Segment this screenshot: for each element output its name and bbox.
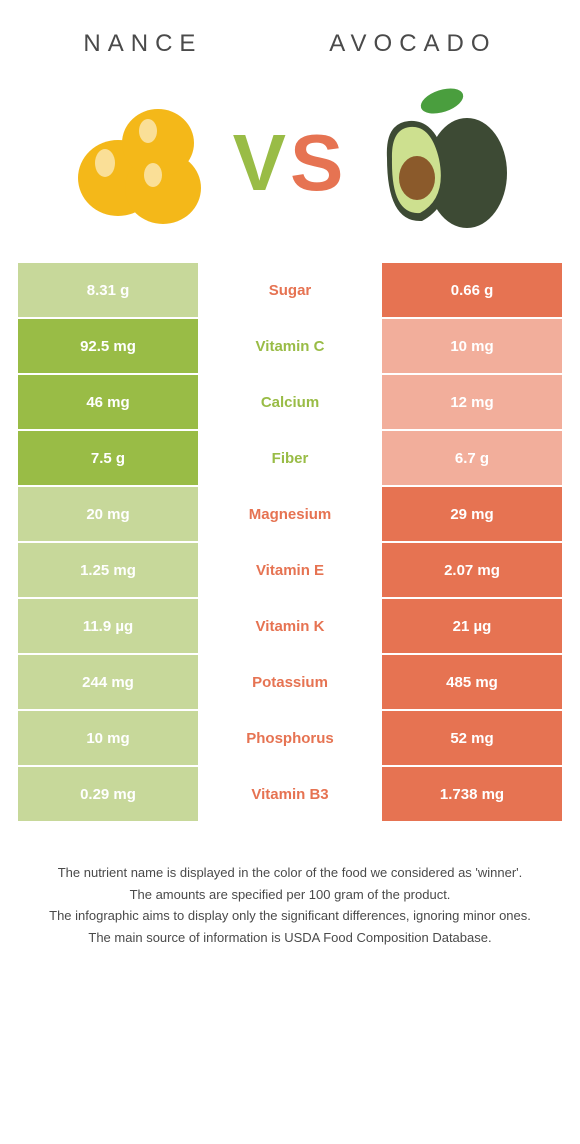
- footer-line: The main source of information is USDA F…: [25, 928, 555, 948]
- value-left: 1.25 mg: [18, 543, 198, 597]
- footer-line: The infographic aims to display only the…: [25, 906, 555, 926]
- value-right: 2.07 mg: [382, 543, 562, 597]
- value-right: 52 mg: [382, 711, 562, 765]
- title-right: AVOCADO: [329, 30, 496, 58]
- value-left: 244 mg: [18, 655, 198, 709]
- images-row: VS: [0, 68, 580, 263]
- header: NANCE AVOCADO: [0, 0, 580, 68]
- table-row: 0.29 mgVitamin B31.738 mg: [18, 767, 562, 823]
- table-row: 8.31 gSugar0.66 g: [18, 263, 562, 319]
- vs-label: VS: [233, 117, 348, 209]
- nutrient-name: Sugar: [198, 263, 382, 317]
- table-row: 10 mgPhosphorus52 mg: [18, 711, 562, 767]
- value-right: 0.66 g: [382, 263, 562, 317]
- value-left: 0.29 mg: [18, 767, 198, 821]
- table-row: 20 mgMagnesium29 mg: [18, 487, 562, 543]
- value-right: 21 µg: [382, 599, 562, 653]
- table-row: 46 mgCalcium12 mg: [18, 375, 562, 431]
- nutrient-name: Vitamin C: [198, 319, 382, 373]
- nutrient-name: Vitamin K: [198, 599, 382, 653]
- nutrient-name: Vitamin B3: [198, 767, 382, 821]
- footer-line: The nutrient name is displayed in the co…: [25, 863, 555, 883]
- value-right: 1.738 mg: [382, 767, 562, 821]
- footer-notes: The nutrient name is displayed in the co…: [0, 823, 580, 969]
- footer-line: The amounts are specified per 100 gram o…: [25, 885, 555, 905]
- value-left: 7.5 g: [18, 431, 198, 485]
- nance-image: [63, 83, 223, 243]
- title-left: NANCE: [83, 30, 202, 58]
- nutrient-name: Vitamin E: [198, 543, 382, 597]
- value-left: 46 mg: [18, 375, 198, 429]
- value-right: 29 mg: [382, 487, 562, 541]
- value-left: 8.31 g: [18, 263, 198, 317]
- value-right: 6.7 g: [382, 431, 562, 485]
- value-right: 10 mg: [382, 319, 562, 373]
- table-row: 1.25 mgVitamin E2.07 mg: [18, 543, 562, 599]
- nutrient-name: Fiber: [198, 431, 382, 485]
- table-row: 11.9 µgVitamin K21 µg: [18, 599, 562, 655]
- table-row: 244 mgPotassium485 mg: [18, 655, 562, 711]
- value-right: 12 mg: [382, 375, 562, 429]
- value-left: 10 mg: [18, 711, 198, 765]
- nutrient-name: Potassium: [198, 655, 382, 709]
- table-row: 92.5 mgVitamin C10 mg: [18, 319, 562, 375]
- nutrient-table: 8.31 gSugar0.66 g92.5 mgVitamin C10 mg46…: [0, 263, 580, 823]
- avocado-image: [357, 83, 517, 243]
- value-left: 20 mg: [18, 487, 198, 541]
- value-left: 92.5 mg: [18, 319, 198, 373]
- value-right: 485 mg: [382, 655, 562, 709]
- nutrient-name: Calcium: [198, 375, 382, 429]
- value-left: 11.9 µg: [18, 599, 198, 653]
- nutrient-name: Magnesium: [198, 487, 382, 541]
- table-row: 7.5 gFiber6.7 g: [18, 431, 562, 487]
- nutrient-name: Phosphorus: [198, 711, 382, 765]
